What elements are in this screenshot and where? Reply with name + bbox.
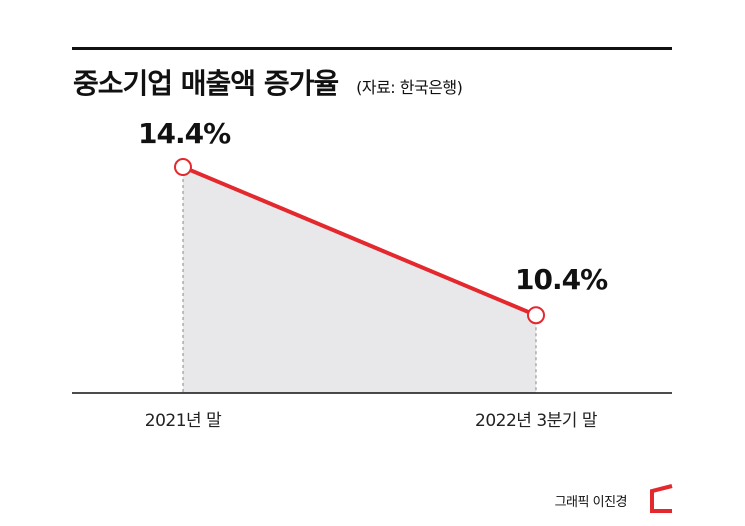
x-tick-label-2: 2022년 3분기 말: [475, 411, 598, 431]
data-label-1: 14.4%: [138, 117, 231, 150]
source-note: (자료: 한국은행): [356, 78, 463, 97]
data-point-1: [174, 158, 192, 177]
data-label-2: 10.4%: [515, 263, 608, 296]
title-row: 중소기업 매출액 증가율 (자료: 한국은행): [73, 62, 463, 102]
series-line: [181, 165, 538, 318]
x-tick-label-1: 2021년 말: [145, 411, 222, 431]
red-bracket-logo-icon: [650, 484, 673, 513]
chart-title: 중소기업 매출액 증가율: [73, 67, 339, 100]
top-rule: [72, 47, 672, 50]
area-fill: [183, 167, 536, 393]
data-point-2: [527, 306, 545, 325]
graphic-credit: 그래픽 이진경: [554, 495, 628, 510]
